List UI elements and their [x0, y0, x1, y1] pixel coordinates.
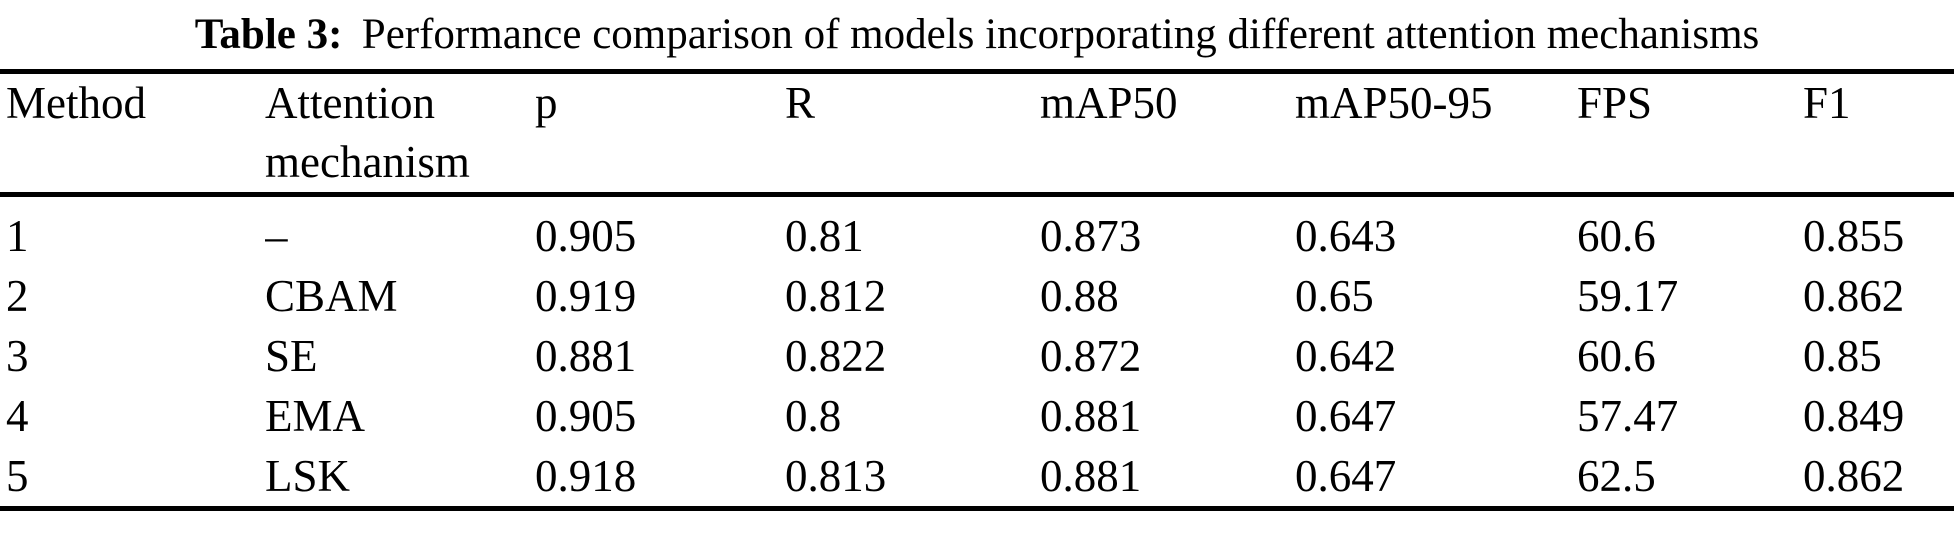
table-cell: 60.6 — [1577, 331, 1656, 381]
table-caption: Table 3: Performance comparison of models… — [0, 8, 1954, 62]
table-cell: 0.65 — [1295, 271, 1374, 321]
header-cell-r: R — [785, 71, 1040, 197]
table-row: 3 SE 0.881 0.822 0.872 0.642 60.6 0.85 — [0, 326, 1954, 386]
table-cell: 62.5 — [1577, 451, 1656, 501]
header-cell-map50: mAP50 — [1040, 71, 1295, 197]
table-cell: SE — [265, 331, 318, 381]
header-cell-fps: FPS — [1577, 71, 1803, 197]
table-cell: 4 — [6, 391, 29, 441]
table-cell: 0.642 — [1295, 331, 1397, 381]
table-cell: 0.647 — [1295, 451, 1397, 501]
table-cell: 0.873 — [1040, 211, 1142, 261]
table-row: 4 EMA 0.905 0.8 0.881 0.647 57.47 0.849 — [0, 386, 1954, 446]
results-table: Method Attention mechanism p R mAP50 mAP… — [0, 69, 1954, 511]
table-cell: 57.47 — [1577, 391, 1679, 441]
table-cell: LSK — [265, 451, 351, 501]
table-cell: 0.643 — [1295, 211, 1397, 261]
table-cell: 0.881 — [1040, 391, 1142, 441]
paper-table-figure: Table 3: Performance comparison of models… — [0, 8, 1954, 511]
table-caption-text: Performance comparison of models incorpo… — [361, 11, 1760, 58]
table-cell: 0.88 — [1040, 271, 1119, 321]
table-cell: 0.862 — [1803, 451, 1905, 501]
table-cell: EMA — [265, 391, 365, 441]
header-cell-f1: F1 — [1803, 71, 1954, 197]
table-cell: 0.85 — [1803, 331, 1882, 381]
table-cell: 0.881 — [1040, 451, 1142, 501]
table-cell: – — [265, 211, 288, 261]
table-cell: 0.905 — [535, 391, 637, 441]
table-cell: 0.872 — [1040, 331, 1142, 381]
table-cell: 59.17 — [1577, 271, 1679, 321]
table-cell: 0.918 — [535, 451, 637, 501]
header-row: Method Attention mechanism p R mAP50 mAP… — [0, 71, 1954, 197]
header-cell-attention-mechanism: Attention mechanism — [265, 71, 535, 197]
table-row: 2 CBAM 0.919 0.812 0.88 0.65 59.17 0.862 — [0, 266, 1954, 326]
table-cell: 0.905 — [535, 211, 637, 261]
header-cell-method: Method — [0, 71, 265, 197]
table-cell: 0.849 — [1803, 391, 1905, 441]
table-cell: 0.8 — [785, 391, 842, 441]
table-cell: 2 — [6, 271, 29, 321]
table-row: 1 – 0.905 0.81 0.873 0.643 60.6 0.855 — [0, 195, 1954, 267]
table-cell: 0.81 — [785, 211, 864, 261]
table-caption-label: Table 3: — [194, 11, 343, 58]
table-cell: 0.855 — [1803, 211, 1905, 261]
table-cell: 0.862 — [1803, 271, 1905, 321]
table-cell: 5 — [6, 451, 29, 501]
table-row: 5 LSK 0.918 0.813 0.881 0.647 62.5 0.862 — [0, 446, 1954, 509]
table-cell: 0.919 — [535, 271, 637, 321]
table-cell: CBAM — [265, 271, 398, 321]
table-cell: 60.6 — [1577, 211, 1656, 261]
table-cell: 0.647 — [1295, 391, 1397, 441]
table-cell: 0.812 — [785, 271, 887, 321]
header-cell-map50-95: mAP50-95 — [1295, 71, 1577, 197]
table-cell: 0.881 — [535, 331, 637, 381]
header-cell-p: p — [535, 71, 785, 197]
table-cell: 1 — [6, 211, 29, 261]
table-cell: 0.813 — [785, 451, 887, 501]
table-cell: 3 — [6, 331, 29, 381]
table-cell: 0.822 — [785, 331, 887, 381]
